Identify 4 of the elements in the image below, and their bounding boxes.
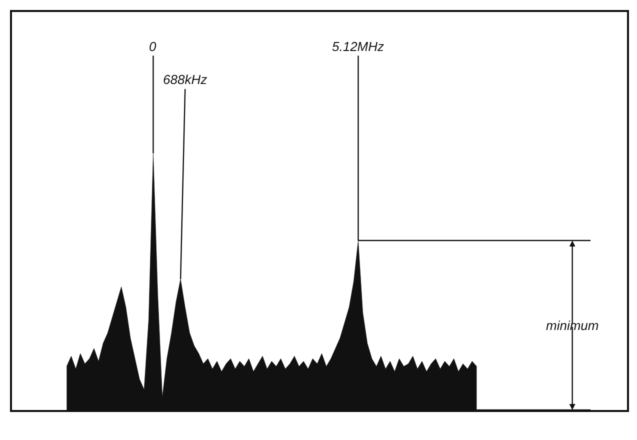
text: 688kHz [163, 72, 208, 87]
text: 5.12MHz [332, 39, 385, 54]
text: 0 [149, 39, 157, 54]
annotation: minimum [546, 318, 599, 333]
